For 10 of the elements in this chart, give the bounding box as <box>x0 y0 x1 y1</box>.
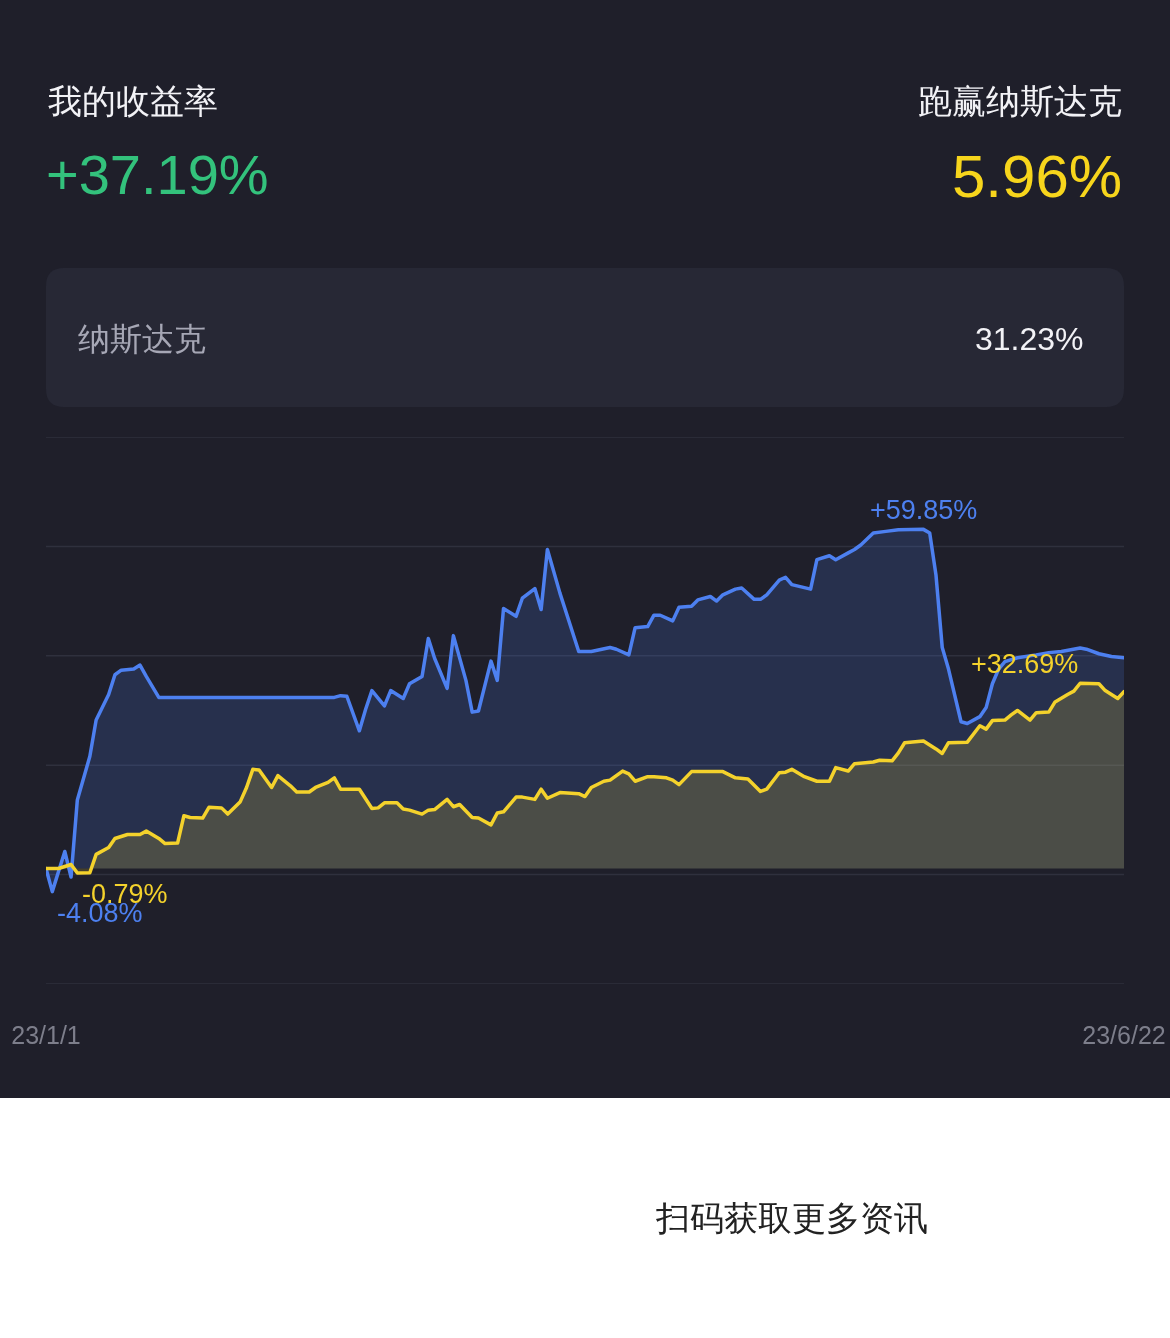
x-tick-label: 23/6/22 <box>1082 1021 1166 1049</box>
text: 跑赢纳斯达克 <box>918 82 1122 120</box>
text: 纳斯达克 <box>78 321 206 357</box>
text: 扫码获取更多资讯 <box>655 1199 928 1237</box>
text: 5.96% <box>952 143 1123 210</box>
text: 我的收益率 <box>48 82 218 120</box>
x-tick-label: 23/1/1 <box>11 1021 81 1049</box>
data-label: +59.85% <box>870 495 978 525</box>
text: +37.19% <box>46 143 269 206</box>
text: 31.23% <box>975 321 1084 357</box>
